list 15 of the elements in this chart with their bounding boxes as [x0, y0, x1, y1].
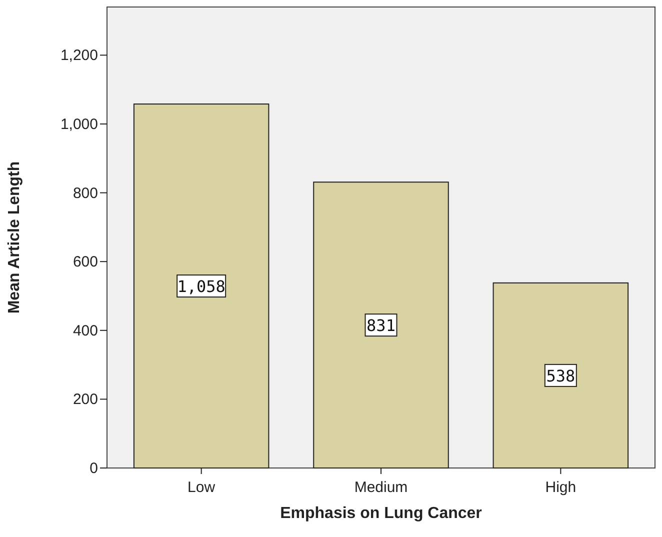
y-tick-label: 1,200	[60, 47, 98, 64]
data-label: 1,058	[177, 277, 226, 296]
y-axis-title: Mean Article Length	[6, 161, 23, 314]
x-tick-label: Low	[188, 479, 216, 496]
x-tick-label: Medium	[354, 479, 408, 496]
data-label: 831	[366, 316, 396, 336]
y-tick-label: 0	[90, 460, 98, 477]
x-tick-label: High	[545, 479, 576, 496]
y-tick-label: 600	[72, 254, 98, 271]
data-label: 538	[546, 366, 576, 386]
y-tick-label: 200	[72, 391, 98, 408]
y-tick-label: 1,000	[60, 116, 98, 133]
y-tick-label: 400	[72, 322, 98, 340]
x-axis-title: Emphasis on Lung Cancer	[280, 505, 482, 522]
y-tick-label: 800	[72, 184, 98, 202]
